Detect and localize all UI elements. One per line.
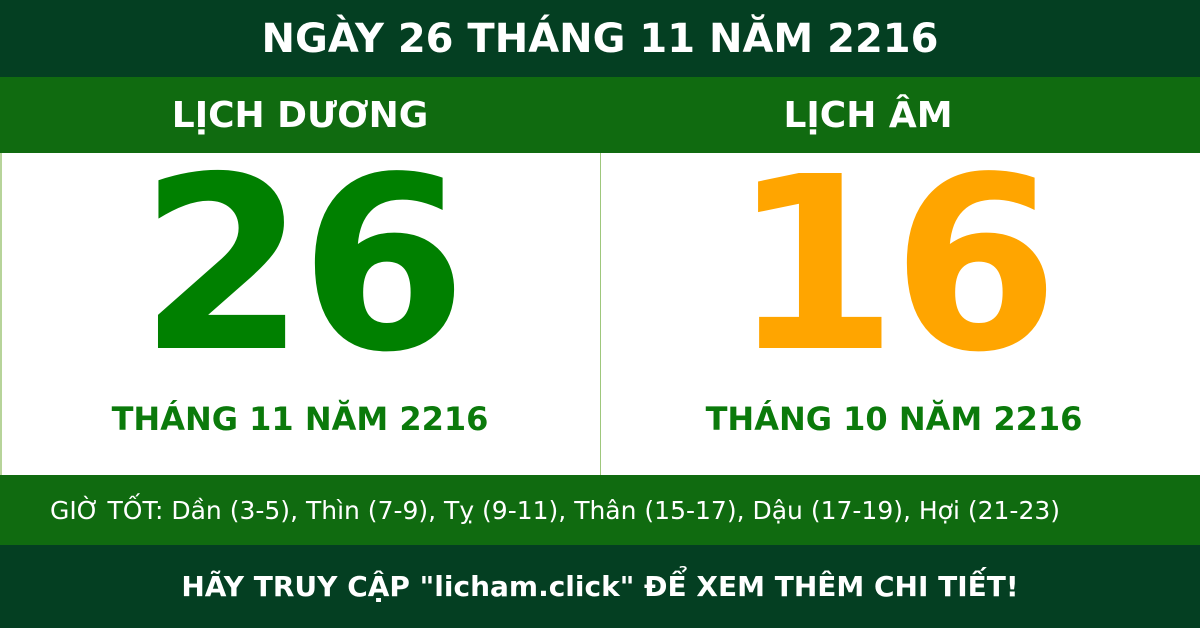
solar-calendar-label: LỊCH DƯƠNG: [171, 94, 429, 136]
lunar-calendar-label: LỊCH ÂM: [783, 94, 953, 136]
footer-cta: HÃY TRUY CẬP "licham.click" ĐỂ XEM THÊM …: [0, 545, 1200, 628]
calendar-headers: LỊCH DƯƠNG LỊCH ÂM: [0, 77, 1200, 153]
lunar-month-year: THÁNG 10 NĂM 2216: [705, 400, 1083, 438]
page-title: NGÀY 26 THÁNG 11 NĂM 2216: [0, 0, 1200, 77]
solar-day: 26: [139, 125, 467, 405]
good-hours: GIỜ TỐT: Dần (3-5), Thìn (7-9), Tỵ (9-11…: [0, 475, 1200, 545]
lunar-day: 16: [731, 125, 1059, 405]
solar-month-year: THÁNG 11 NĂM 2216: [111, 400, 489, 438]
divider: [600, 153, 601, 475]
